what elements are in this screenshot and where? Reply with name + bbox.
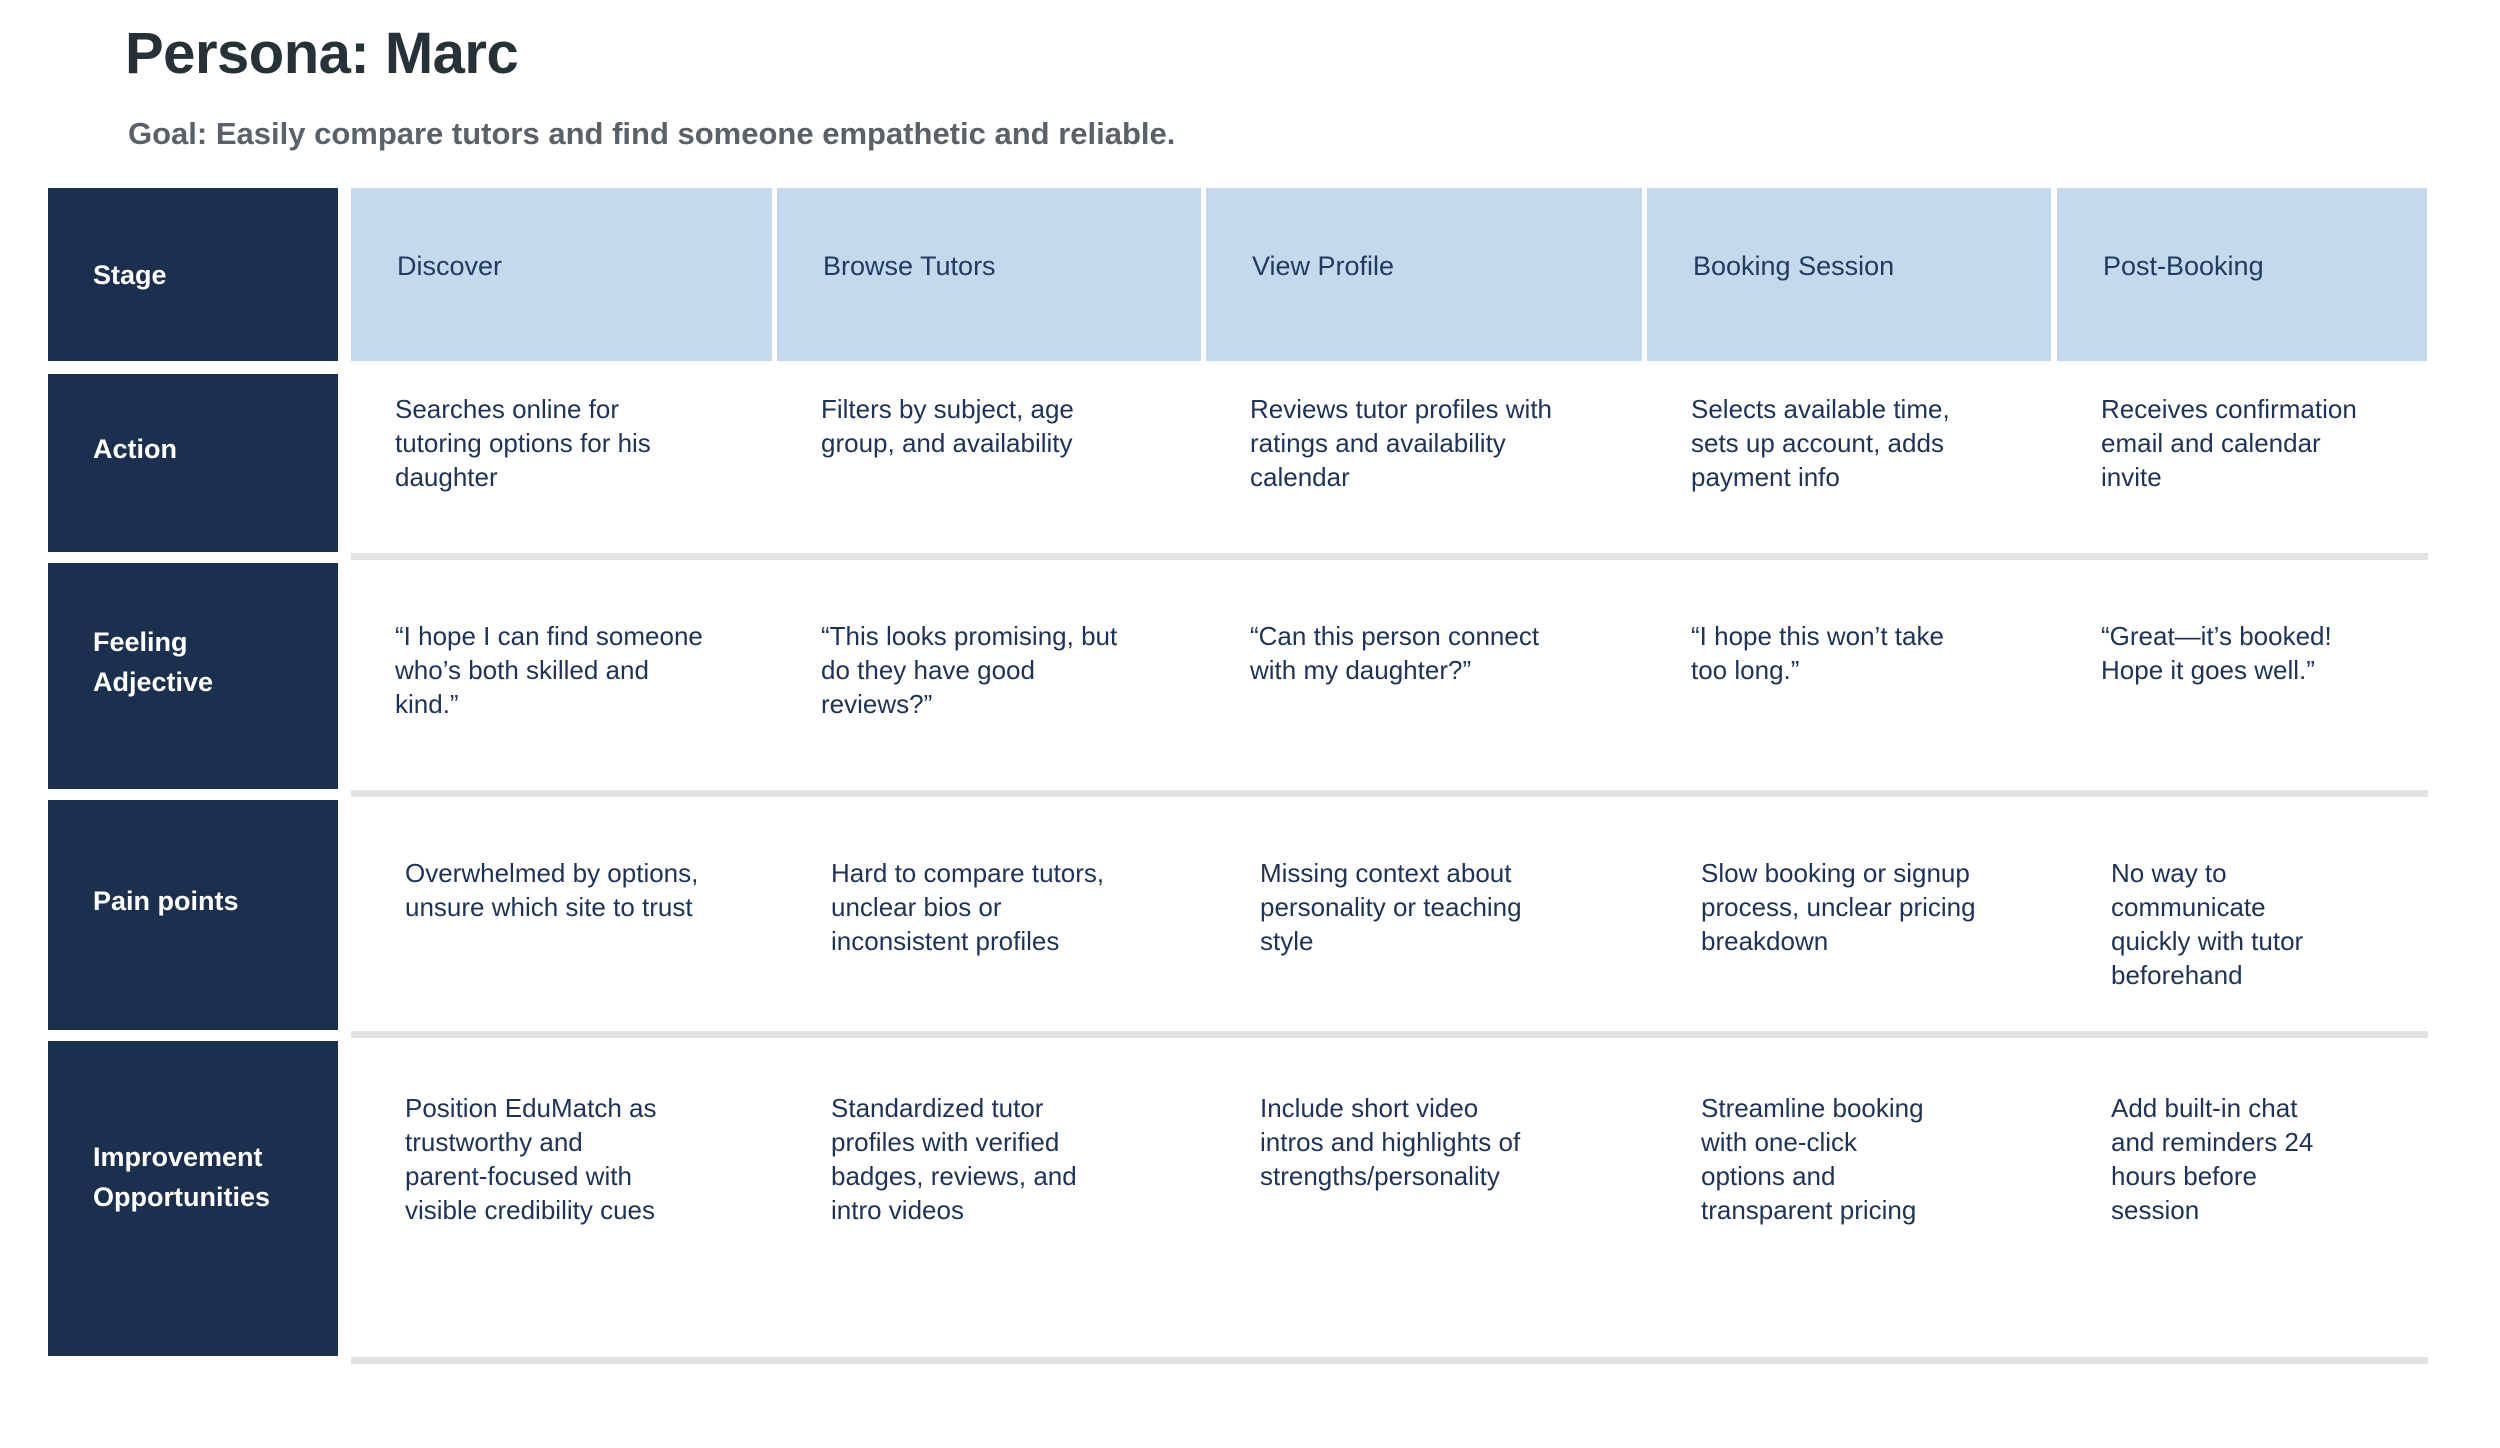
stage-header-row: Stage Discover Browse Tutors View Profil… <box>48 188 2428 361</box>
stage-header-booking-session: Booking Session <box>1647 188 2051 361</box>
journey-cell-feeling-booking: “I hope this won’t take too long.” <box>1647 563 2051 789</box>
journey-cell-action-discover: Searches online for tutoring options for… <box>351 374 772 552</box>
journey-cell-pain-booking: Slow booking or signup process, unclear … <box>1647 800 2051 1030</box>
row-label-improvement-opportunities: Improvement Opportunities <box>48 1041 338 1356</box>
journey-cell-pain-discover: Overwhelmed by options, unsure which sit… <box>351 800 772 1030</box>
stage-header-browse-tutors: Browse Tutors <box>777 188 1201 361</box>
journey-cell-action-browse: Filters by subject, age group, and avail… <box>777 374 1201 552</box>
journey-cell-feeling-browse: “This looks promising, but do they have … <box>777 563 1201 789</box>
journey-map-table: Stage Discover Browse Tutors View Profil… <box>48 188 2428 1364</box>
journey-cell-action-postbooking: Receives confirmation email and calendar… <box>2057 374 2427 552</box>
row-improvement-opportunities: Improvement Opportunities Position EduMa… <box>48 1041 2428 1364</box>
corner-header-cell: Stage <box>48 188 338 361</box>
journey-cell-pain-postbooking: No way to communicate quickly with tutor… <box>2057 800 2427 1030</box>
stage-header-discover: Discover <box>351 188 772 361</box>
page-title: Persona: Marc <box>125 21 519 86</box>
stage-header-view-profile: View Profile <box>1206 188 1642 361</box>
journey-cell-feeling-discover: “I hope I can find someone who’s both sk… <box>351 563 772 789</box>
journey-cell-pain-browse: Hard to compare tutors, unclear bios or … <box>777 800 1201 1030</box>
journey-cell-improve-booking: Streamline booking with one-click option… <box>1647 1041 2051 1356</box>
row-label-feeling-adjective: Feeling Adjective <box>48 563 338 789</box>
journey-cell-feeling-postbooking: “Great—it’s booked! Hope it goes well.” <box>2057 563 2427 789</box>
stage-header-post-booking: Post-Booking <box>2057 188 2427 361</box>
journey-cell-improve-postbooking: Add built-in chat and reminders 24 hours… <box>2057 1041 2427 1356</box>
journey-cell-improve-browse: Standardized tutor profiles with verifie… <box>777 1041 1201 1356</box>
row-label-action: Action <box>48 374 338 552</box>
journey-cell-action-booking: Selects available time, sets up account,… <box>1647 374 2051 552</box>
row-label-pain-points: Pain points <box>48 800 338 1030</box>
row-feeling-adjective: Feeling Adjective “I hope I can find som… <box>48 563 2428 797</box>
journey-cell-improve-profile: Include short video intros and highlight… <box>1206 1041 1642 1356</box>
journey-cell-feeling-profile: “Can this person connect with my daughte… <box>1206 563 1642 789</box>
row-pain-points: Pain points Overwhelmed by options, unsu… <box>48 800 2428 1038</box>
journey-cell-action-profile: Reviews tutor profiles with ratings and … <box>1206 374 1642 552</box>
page-goal: Goal: Easily compare tutors and find som… <box>128 116 1176 151</box>
journey-cell-pain-profile: Missing context about personality or tea… <box>1206 800 1642 1030</box>
journey-cell-improve-discover: Position EduMatch as trustworthy and par… <box>351 1041 772 1356</box>
row-action: Action Searches online for tutoring opti… <box>48 374 2428 560</box>
